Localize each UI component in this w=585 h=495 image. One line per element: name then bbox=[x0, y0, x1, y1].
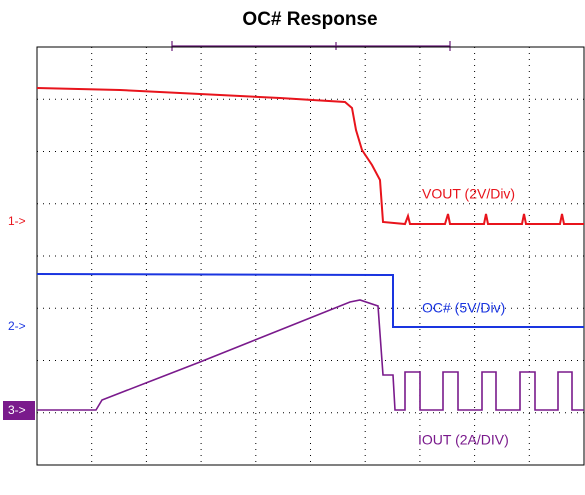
vout-trace bbox=[36, 87, 584, 226]
channel-marker: 1-> bbox=[8, 214, 26, 228]
graticule bbox=[36, 46, 585, 466]
oc-trace bbox=[36, 273, 584, 328]
trace-label: OC# (5V/Div) bbox=[422, 300, 505, 316]
iout-trace bbox=[37, 299, 584, 411]
channel-marker-box bbox=[3, 401, 35, 420]
title: OC# Response bbox=[242, 9, 377, 30]
trace-label: IOUT (2A/DIV) bbox=[418, 432, 509, 448]
trigger-bracket bbox=[171, 41, 451, 51]
trace-label: VOUT (2V/Div) bbox=[422, 186, 515, 202]
channel-marker: 2-> bbox=[8, 319, 26, 333]
channel-marker: 3-> bbox=[8, 403, 26, 417]
